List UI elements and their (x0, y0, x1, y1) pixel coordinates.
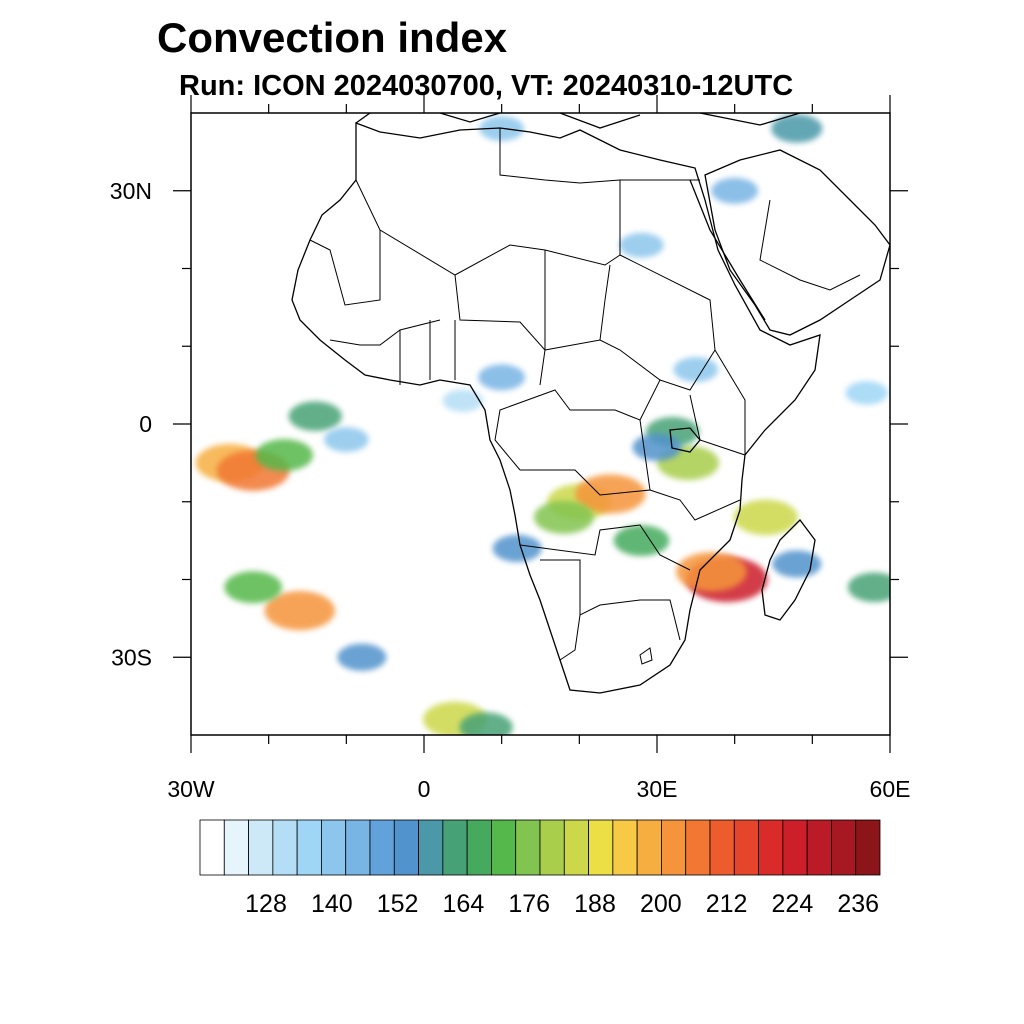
colorbar-swatch (806, 819, 832, 876)
convection-cell (255, 439, 313, 472)
convection-cell (619, 232, 664, 258)
colorbar-swatch (199, 819, 225, 876)
colorbar-swatch (563, 819, 589, 876)
colorbar-label: 200 (640, 890, 682, 918)
colorbar-swatch (685, 819, 711, 876)
convection-cell (224, 571, 282, 604)
lon-tick-label: 60E (870, 776, 911, 802)
colorbar-swatch (466, 819, 492, 876)
lon-tick-label: 0 (418, 776, 431, 802)
colorbar-swatch (855, 819, 881, 876)
colorbar-swatch (223, 819, 249, 876)
coastlines (291, 113, 890, 694)
convection-cell (492, 534, 542, 563)
colorbar-label: 188 (574, 890, 616, 918)
country-borders (309, 128, 861, 665)
convection-cell (711, 177, 759, 204)
colorbar-swatch (709, 819, 735, 876)
convection-cell (673, 357, 719, 382)
colorbar-swatch (248, 819, 274, 876)
convection-cell (771, 114, 823, 143)
colorbar-swatch (321, 819, 347, 876)
axis-ticks (173, 95, 908, 753)
colorbar-swatch (296, 819, 322, 876)
axis-tick-labels: 30W 0 30E 60E 30N 0 30S (110, 178, 911, 802)
map-area (195, 113, 890, 735)
convection-cell (288, 401, 342, 432)
colorbar-labels: 128 140 152 164 176 188 200 212 224 236 (245, 890, 879, 918)
colorbar-swatch (661, 819, 687, 876)
europe-coast (355, 113, 801, 129)
convection-cell (733, 499, 798, 536)
lake-victoria (669, 427, 701, 453)
convection-cell (632, 433, 682, 461)
colorbar-label: 236 (837, 890, 879, 918)
convection-cell (676, 552, 747, 592)
colorbar-swatch (491, 819, 517, 876)
colorbar-label: 212 (706, 890, 748, 918)
colorbar-swatch (272, 819, 298, 876)
colorbar-swatch (418, 819, 444, 876)
colorbar-swatch (831, 819, 857, 876)
colorbar-label: 128 (245, 890, 287, 918)
convection-field (195, 114, 890, 735)
colorbar-label: 176 (508, 890, 550, 918)
convection-cell (337, 643, 387, 671)
colorbar-swatch (782, 819, 808, 876)
colorbar-label: 164 (443, 890, 485, 918)
colorbar-swatch (345, 819, 371, 876)
colorbar-swatch (442, 819, 468, 876)
lon-tick-label: 30W (167, 776, 215, 802)
convection-cell (772, 550, 822, 578)
arabia-coastline (704, 149, 890, 336)
lat-tick-label: 30N (110, 178, 152, 204)
lat-tick-label: 0 (139, 411, 152, 437)
colorbar-label: 224 (772, 890, 814, 918)
lat-tick-label: 30S (111, 644, 152, 670)
convection-cell (847, 572, 890, 603)
colorbar-swatch (733, 819, 759, 876)
convection-cell (442, 389, 483, 412)
page-title: Convection index (157, 14, 508, 61)
colorbar-swatch (393, 819, 419, 876)
convection-cell (264, 591, 336, 631)
convection-cell (478, 364, 526, 391)
colorbar (199, 819, 881, 876)
colorbar-swatch (588, 819, 614, 876)
convection-cell (459, 712, 513, 735)
colorbar-swatch (515, 819, 541, 876)
colorbar-swatch (369, 819, 395, 876)
africa-coastline (291, 122, 821, 694)
red-sea (689, 179, 766, 321)
page-subtitle: Run: ICON 2024030700, VT: 20240310-12UTC (179, 70, 794, 102)
colorbar-label: 152 (377, 890, 419, 918)
lon-tick-label: 30E (637, 776, 678, 802)
colorbar-swatch (636, 819, 662, 876)
convection-cell (324, 427, 369, 452)
colorbar-swatch (758, 819, 784, 876)
convection-cell (845, 381, 888, 405)
convection-cell (533, 500, 594, 534)
colorbar-swatch (539, 819, 565, 876)
colorbar-swatch (612, 819, 638, 876)
convection-cell (613, 525, 670, 557)
madagascar (761, 519, 816, 621)
colorbar-label: 140 (311, 890, 353, 918)
